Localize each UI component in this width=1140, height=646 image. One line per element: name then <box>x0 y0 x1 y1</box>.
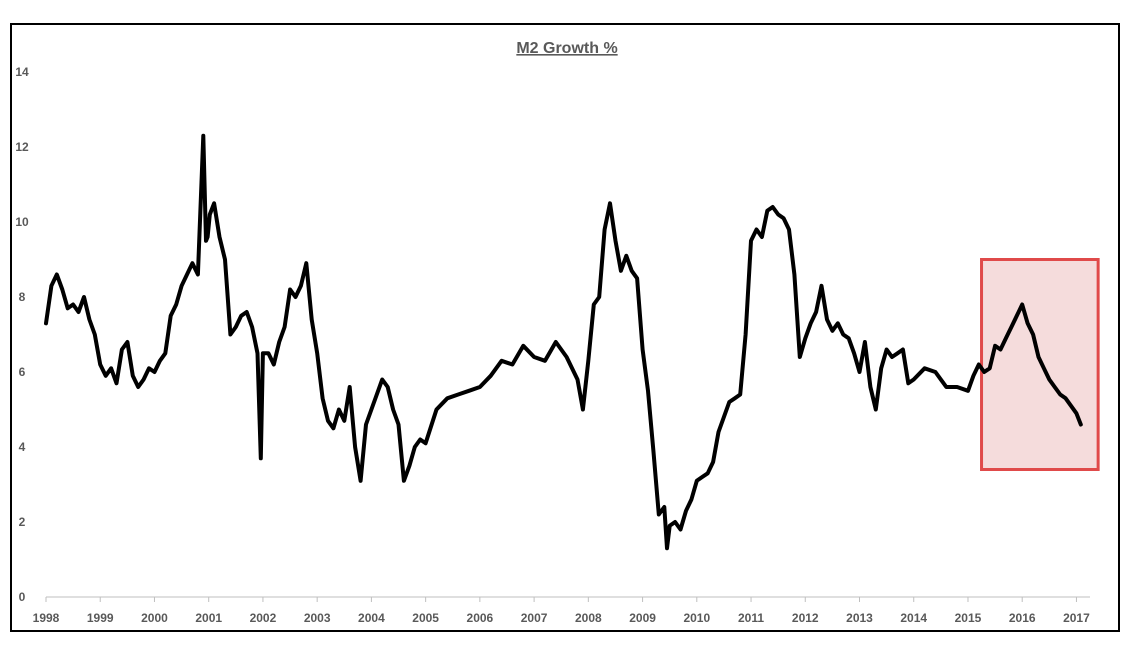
x-tick-label: 2001 <box>195 611 222 625</box>
x-tick-label: 2007 <box>521 611 548 625</box>
x-tick-label: 2002 <box>250 611 277 625</box>
y-tick-label: 8 <box>19 290 26 304</box>
chart-frame <box>10 23 1120 632</box>
x-tick-label: 2016 <box>1009 611 1036 625</box>
y-tick-label: 0 <box>19 590 26 604</box>
x-tick-label: 1999 <box>87 611 114 625</box>
x-tick-label: 2008 <box>575 611 602 625</box>
x-tick-label: 2011 <box>738 611 764 625</box>
x-tick-label: 2012 <box>792 611 819 625</box>
x-tick-label: 2010 <box>683 611 710 625</box>
x-tick-label: 2009 <box>629 611 656 625</box>
y-tick-label: 6 <box>19 365 26 379</box>
x-tick-label: 1998 <box>33 611 60 625</box>
x-axis: 1998 1999 2000 2001 2002 2003 2004 2005 2006 2007… <box>33 596 1090 625</box>
x-tick-label: 2015 <box>955 611 982 625</box>
y-tick-label: 2 <box>19 515 26 529</box>
x-tick-label: 2017 <box>1063 611 1090 625</box>
y-tick-label: 10 <box>15 215 29 229</box>
series-line <box>44 133 1083 551</box>
x-tick-label: 2006 <box>467 611 494 625</box>
chart-title: M2 Growth % <box>516 40 617 57</box>
y-tick-label: 4 <box>19 440 26 454</box>
x-tick-label: 2013 <box>846 611 873 625</box>
highlight-box <box>980 258 1100 471</box>
series-group <box>44 133 1083 551</box>
x-tick-label: 2003 <box>304 611 331 625</box>
x-tick-label: 2000 <box>141 611 168 625</box>
x-tick-label: 2004 <box>358 611 385 625</box>
x-tick-label: 2005 <box>412 611 439 625</box>
y-tick-label: 12 <box>15 140 29 154</box>
annotations <box>980 258 1100 471</box>
y-axis: 0 2 4 6 8 10 12 14 <box>15 65 29 604</box>
x-tick-label: 2014 <box>900 611 927 625</box>
y-tick-label: 14 <box>15 65 29 79</box>
